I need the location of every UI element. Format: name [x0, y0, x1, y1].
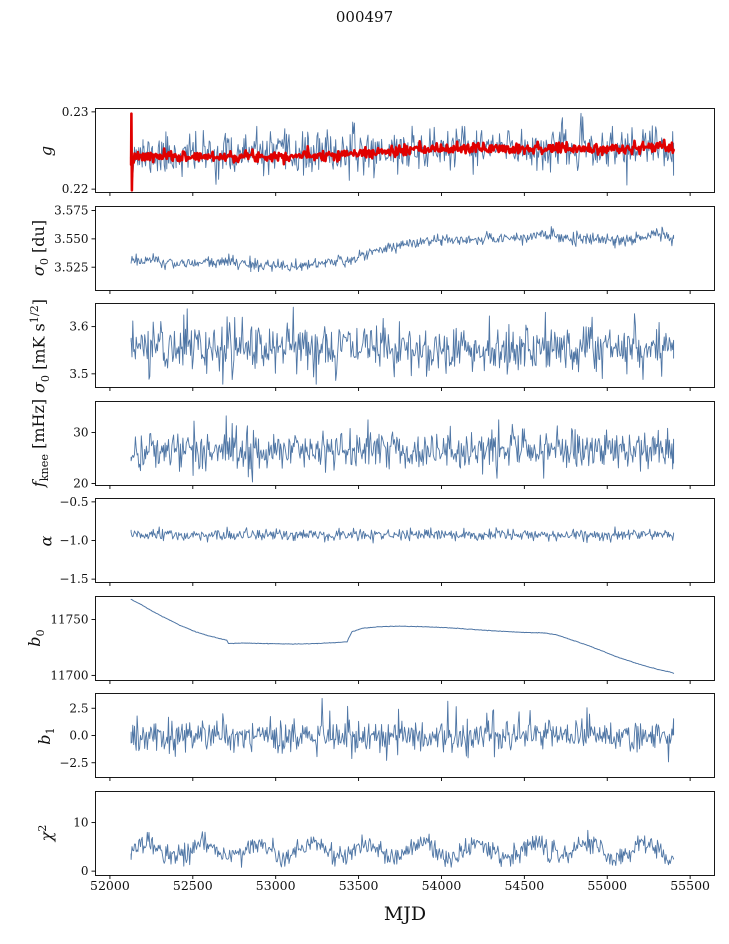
- panel-g-frame: [95, 108, 715, 193]
- y-tick-label: 11700: [50, 668, 88, 682]
- panel-sigma0-du-frame: [95, 205, 715, 291]
- series-fknee-line: [130, 414, 675, 482]
- y-axis-label-segment: knee: [38, 453, 52, 482]
- panel-b0-series: [130, 598, 675, 674]
- y-tick-label: 0.0: [69, 729, 88, 743]
- y-tick-label: 20: [73, 476, 88, 490]
- y-tick-label: −1.0: [59, 534, 88, 548]
- y-axis-label-segment: [du]: [28, 219, 48, 259]
- x-tick-label: 54000: [421, 878, 462, 893]
- y-axis-label-segment: 1: [44, 726, 58, 734]
- y-tick-label: −2.5: [59, 756, 88, 770]
- series-sigma0-du-line: [130, 225, 675, 272]
- x-tick-label: 52500: [172, 878, 213, 893]
- y-tick-label: −0.5: [59, 495, 88, 509]
- y-axis-label-segment: b: [34, 733, 54, 745]
- y-axis-label-segment: 0: [38, 258, 52, 266]
- panel-sigma0-mks-series: [130, 306, 675, 385]
- y-axis-label-segment: σ: [28, 265, 48, 277]
- panel-b1-series: [130, 698, 675, 763]
- y-tick-label: 0.22: [62, 182, 89, 196]
- panel-chi2-frame: [95, 790, 715, 876]
- x-tick-label: 55000: [587, 878, 628, 893]
- y-tick-label: 2.5: [69, 701, 88, 715]
- y-axis-label-segment: f: [28, 481, 48, 488]
- panel-sigma0-mks: 3.5 3.6: [69, 303, 715, 391]
- y-tick-label: 0: [81, 864, 89, 878]
- y-axis-label-segment: g: [36, 145, 56, 156]
- y-axis-label-segment: [mHz]: [28, 398, 48, 454]
- y-axis-label-segment: 0: [38, 374, 52, 382]
- series-sigma0-mks-line: [130, 306, 675, 385]
- y-tick-label: −1.5: [59, 572, 88, 586]
- panel-g-series: [129, 112, 675, 192]
- y-tick-label: 3.550: [54, 231, 88, 245]
- panel-alpha-frame: [95, 498, 715, 583]
- y-tick-label: 0.23: [62, 105, 89, 119]
- x-axis-label: MJD: [383, 903, 427, 925]
- panel-alpha: −1.5 −1.0 −0.5: [59, 495, 715, 586]
- x-tick-label: 52000: [90, 878, 130, 893]
- series-b0-line: [130, 598, 675, 674]
- series-b1-line: [130, 698, 675, 763]
- panel-chi2-series: [130, 829, 675, 868]
- x-tick-label: 53000: [255, 878, 296, 893]
- y-axis-label-segment: 1/2: [28, 304, 42, 323]
- panel-b1: −2.5 0.0 2.5: [59, 693, 715, 781]
- x-tick-label: 54500: [504, 878, 545, 893]
- y-axis-label-segment: b: [24, 636, 44, 647]
- series-g-smoothed-line: [129, 112, 675, 192]
- figure-title: 000497: [335, 8, 394, 26]
- y-axis-label-segment: χ: [37, 831, 57, 842]
- y-tick-label: 3.575: [54, 203, 88, 217]
- panel-g: 0.22 0.23: [62, 105, 715, 196]
- panel-sigma0-mks-frame: [95, 303, 715, 388]
- y-axis-label-segment: 2: [35, 824, 49, 832]
- panel-fknee-series: [130, 414, 675, 482]
- y-tick-label: 30: [73, 425, 88, 439]
- panel-chi2: 0 10: [73, 790, 715, 879]
- y-tick-label: 10: [73, 815, 88, 829]
- y-tick-label: 3.525: [54, 260, 88, 274]
- x-tick-label: 53500: [338, 878, 379, 893]
- panel-alpha-series: [130, 526, 675, 544]
- y-axis-label-segment: [mK s: [29, 322, 49, 375]
- y-tick-label: 3.6: [69, 320, 88, 334]
- panel-sigma0-du-series: [130, 225, 675, 272]
- y-tick-label: 11750: [50, 612, 88, 626]
- panel-b0-frame: [95, 595, 715, 681]
- panel-b0: 11700 11750: [50, 595, 715, 684]
- series-chi2-line: [130, 829, 675, 868]
- y-axis-label-segment: σ: [29, 381, 49, 393]
- panel-sigma0-du: 3.525 3.550 3.575: [54, 203, 715, 294]
- y-axis-label-segment: ]: [29, 298, 49, 305]
- x-tick-label: 55500: [670, 878, 710, 893]
- series-alpha-line: [130, 526, 675, 544]
- y-axis-label-segment: α: [36, 535, 56, 546]
- panel-fknee-frame: [95, 400, 715, 486]
- y-tick-label: 3.5: [69, 367, 88, 381]
- y-axis-label-segment: 0: [34, 629, 48, 637]
